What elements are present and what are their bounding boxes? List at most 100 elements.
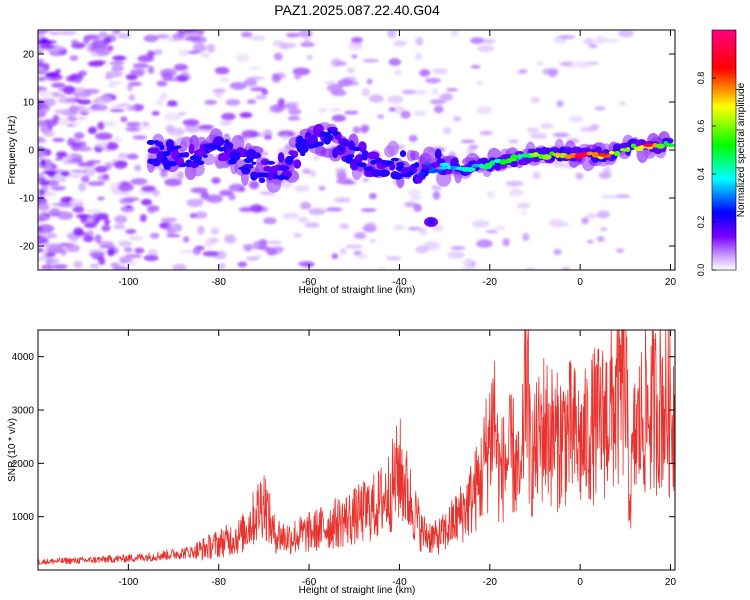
noise-blob: [298, 30, 313, 38]
noise-blob: [393, 224, 405, 231]
noise-blob: [184, 36, 201, 42]
ridge-peak: [529, 153, 540, 157]
noise-blob: [41, 242, 52, 249]
noise-blob: [470, 64, 481, 69]
noise-blob: [62, 85, 76, 95]
noise-blob: [101, 225, 111, 232]
noise-blob: [52, 137, 65, 143]
noise-blob: [391, 105, 405, 114]
x-tick-label: -100: [118, 577, 138, 588]
x-tick-label: -20: [483, 577, 498, 588]
colorbar-tick-label: 0.4: [696, 168, 706, 181]
ridge-body: [392, 172, 404, 180]
ridge-core: [414, 161, 420, 168]
noise-blob: [45, 179, 60, 187]
ridge-core: [331, 130, 339, 137]
noise-blob: [574, 60, 592, 69]
ridge-core: [396, 161, 405, 168]
noise-blob: [447, 251, 465, 259]
noise-blob: [171, 173, 183, 178]
noise-blob: [482, 38, 495, 44]
noise-blob: [97, 196, 105, 201]
noise-blob: [331, 114, 346, 122]
noise-blob: [351, 54, 358, 59]
ridge-core: [163, 150, 171, 157]
noise-blob: [120, 257, 133, 264]
noise-blob: [77, 162, 95, 167]
noise-blob: [263, 135, 273, 140]
noise-blob: [306, 54, 314, 61]
noise-blob: [308, 207, 326, 216]
noise-blob: [151, 111, 160, 116]
noise-blob: [45, 71, 59, 78]
noise-blob: [50, 185, 67, 191]
y-tick-label: -10: [20, 194, 35, 205]
noise-blob: [336, 177, 353, 185]
noise-blob: [65, 244, 80, 253]
noise-blob: [240, 112, 253, 118]
noise-blob: [477, 44, 495, 53]
ridge-body: [277, 152, 285, 163]
noise-blob: [38, 217, 46, 222]
ridge-body: [147, 147, 160, 154]
ridge-peak: [484, 162, 495, 167]
noise-blob: [556, 100, 564, 108]
ridge-body: [278, 165, 290, 172]
noise-blob: [267, 240, 283, 245]
noise-blob: [258, 239, 268, 248]
noise-blob: [38, 47, 42, 52]
ridge-body: [258, 177, 266, 184]
noise-blob: [113, 223, 126, 230]
noise-blob: [106, 248, 115, 257]
noise-blob: [617, 30, 635, 38]
noise-blob: [130, 235, 144, 241]
noise-blob: [586, 239, 594, 244]
noise-blob: [68, 173, 83, 178]
noise-blob: [362, 224, 377, 233]
noise-blob: [476, 239, 493, 248]
noise-blob: [588, 44, 598, 49]
noise-blob: [361, 87, 371, 97]
noise-blob: [346, 66, 355, 74]
noise-blob: [97, 121, 105, 130]
noise-blob: [599, 227, 608, 231]
noise-blob: [112, 30, 121, 35]
x-tick-label: 20: [665, 277, 677, 288]
noise-blob: [178, 49, 189, 57]
noise-blob: [508, 139, 519, 144]
noise-blob: [450, 246, 466, 250]
noise-blob: [110, 187, 121, 192]
noise-blob: [100, 121, 118, 127]
colorbar-tick-label: 0.6: [696, 120, 706, 133]
noise-blob: [89, 263, 100, 269]
noise-blob: [154, 34, 170, 39]
noise-blob: [57, 97, 76, 104]
y-tick-label: 0: [28, 146, 34, 157]
ridge-core: [433, 169, 443, 173]
ridge-core: [265, 160, 276, 165]
noise-blob: [460, 139, 476, 144]
noise-blob: [298, 261, 315, 267]
noise-blob: [526, 127, 540, 133]
noise-blob: [325, 207, 343, 212]
ridge-core: [235, 152, 240, 158]
noise-blob: [172, 263, 187, 270]
noise-blob: [87, 181, 105, 187]
ridge-core: [180, 162, 187, 167]
noise-blob: [54, 157, 63, 161]
noise-blob: [450, 30, 459, 37]
ridge-core: [228, 159, 237, 165]
noise-blob: [287, 116, 301, 121]
noise-blob: [69, 198, 84, 207]
noise-blob: [502, 238, 510, 247]
noise-blob: [94, 234, 102, 243]
ridge-core: [424, 162, 431, 166]
ridge-core: [348, 154, 355, 158]
noise-blob: [41, 125, 49, 133]
noise-blob: [336, 171, 347, 180]
noise-blob: [189, 213, 197, 219]
noise-blob: [441, 93, 454, 102]
noise-blob: [52, 114, 60, 123]
noise-blob: [548, 68, 558, 78]
